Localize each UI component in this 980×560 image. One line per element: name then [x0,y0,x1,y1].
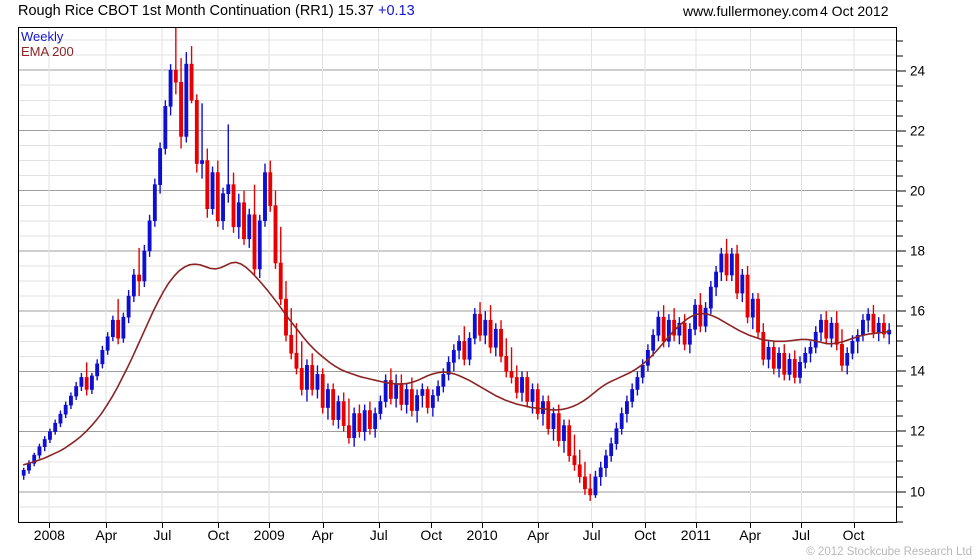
y-axis-tick [897,340,903,342]
source-website: www.fullermoney.com [683,3,819,19]
y-axis-tick [897,265,903,267]
chart-header: Rough Rice CBOT 1st Month Continuation (… [0,0,980,26]
x-axis-tick [695,523,697,528]
x-axis-tick [218,523,220,528]
x-axis-label: Jul [792,527,810,543]
x-axis-label: Jul [369,527,388,543]
y-axis-tick [897,40,903,42]
legend-item-weekly: Weekly [21,29,64,44]
y-axis-tick [897,295,903,297]
y-axis-tick [897,145,903,147]
y-axis-tick [897,445,903,447]
y-axis-tick [897,280,903,282]
copyright-notice: © 2012 Stockcube Research Ltd [806,546,972,558]
y-axis-tick [897,55,903,57]
y-axis-tick [897,250,906,252]
x-axis-label: Apr [527,527,550,543]
x-axis-label: 2011 [680,527,711,543]
instrument-title: Rough Rice CBOT 1st Month Continuation (… [18,3,374,19]
y-axis-label: 18 [910,243,926,259]
y-axis-label: 12 [910,423,926,439]
y-axis-tick [897,355,903,357]
y-axis-tick [897,190,906,192]
y-axis-tick [897,100,903,102]
x-axis-label: Apr [739,527,762,543]
x-axis-tick [162,523,164,528]
x-axis-label: 2008 [33,527,65,543]
y-axis-tick [897,370,906,372]
y-axis-label: 22 [910,123,926,139]
x-axis-tick [49,523,51,528]
y-axis-label: 20 [910,183,926,199]
x-axis-tick [645,523,647,528]
x-axis-tick [322,523,324,528]
x-axis-tick [269,523,271,528]
x-axis-tick [482,523,484,528]
x-axis-tick [378,523,380,528]
y-axis-tick [897,430,906,432]
chart-gridlines [19,28,896,522]
y-axis-tick [897,506,903,508]
chart-legend: Weekly EMA 200 [21,29,74,59]
x-axis-label: Apr [95,527,118,543]
x-axis-tick [538,523,540,528]
y-axis-tick [897,400,903,402]
page-title: Rough Rice CBOT 1st Month Continuation (… [18,3,415,19]
y-axis-tick [897,310,906,312]
x-axis-label: Oct [420,527,443,543]
chart-plot-area [18,27,897,523]
y-axis-label: 16 [910,303,926,319]
x-axis-tick [750,523,752,528]
x-axis-label: Oct [842,527,865,543]
y-axis-tick [897,115,903,117]
x-axis-tick [853,523,855,528]
y-axis-tick [897,130,906,132]
y-axis-tick [897,160,903,162]
y-axis-tick [897,175,903,177]
y-axis-tick [897,460,903,462]
y-axis-tick [897,476,903,477]
y-axis-label: 24 [910,63,926,79]
x-axis-label: Oct [207,527,230,543]
as-of-date: 4 Oct 2012 [820,3,889,19]
y-axis-tick [897,415,903,417]
chart-series-layer [21,28,892,501]
y-axis-tick [897,385,903,387]
x-axis-tick [800,523,802,528]
y-axis-label: 14 [910,363,926,379]
y-axis-tick [897,491,906,493]
y-axis-tick [897,205,903,207]
y-axis-tick [897,220,903,222]
x-axis-label: 2009 [253,527,285,543]
price-change: +0.13 [378,3,415,19]
x-axis-label: Jul [153,527,172,543]
x-axis-label: Apr [311,527,334,543]
x-axis-tick [591,523,593,528]
x-axis-tick [106,523,108,528]
x-axis-label: Oct [634,527,656,543]
y-axis-tick [897,85,903,87]
x-axis-label: Jul [582,527,601,543]
legend-item-ema200: EMA 200 [21,44,74,59]
y-axis-tick [897,235,903,237]
y-axis-label: 10 [910,484,926,500]
y-axis-tick [897,70,906,72]
y-axis-tick [897,325,903,327]
x-axis-label: 2010 [466,527,498,543]
x-axis-tick [431,523,433,528]
y-axis-tick [897,521,903,523]
